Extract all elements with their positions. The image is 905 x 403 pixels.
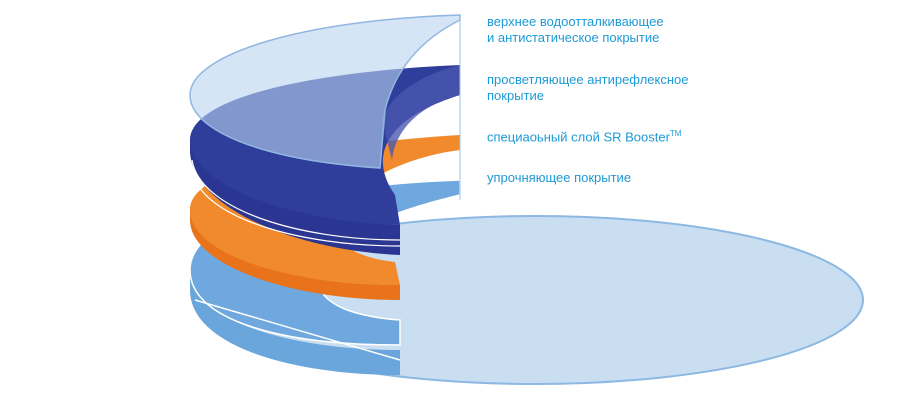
ar-side <box>190 135 400 255</box>
booster-side <box>190 205 400 300</box>
top-coat <box>189 14 461 169</box>
label-line: верхнее водоотталкивающее <box>487 14 664 29</box>
label-line: упрочняющее покрытие <box>487 170 632 185</box>
hard-coat-side <box>190 270 400 375</box>
layer-edge <box>194 299 401 361</box>
ar-layer-lines <box>191 159 401 247</box>
label-line: специаоьный слой SR Booster <box>487 129 670 145</box>
label-line: просветляющее антирефлексное <box>487 72 689 87</box>
label: верхнее водоотталкивающее и антистатическ… <box>487 14 664 46</box>
label: специаоьный слой SR BoosterTM <box>487 126 681 145</box>
label: просветляющее антирефлексное покрытие <box>487 72 689 104</box>
label-line: и антистатическое покрытие <box>487 30 660 45</box>
trademark: TM <box>669 129 682 138</box>
ar-inner <box>382 65 460 160</box>
label-line: покрытие <box>487 88 544 103</box>
label: упрочняющее покрытие <box>487 170 631 186</box>
